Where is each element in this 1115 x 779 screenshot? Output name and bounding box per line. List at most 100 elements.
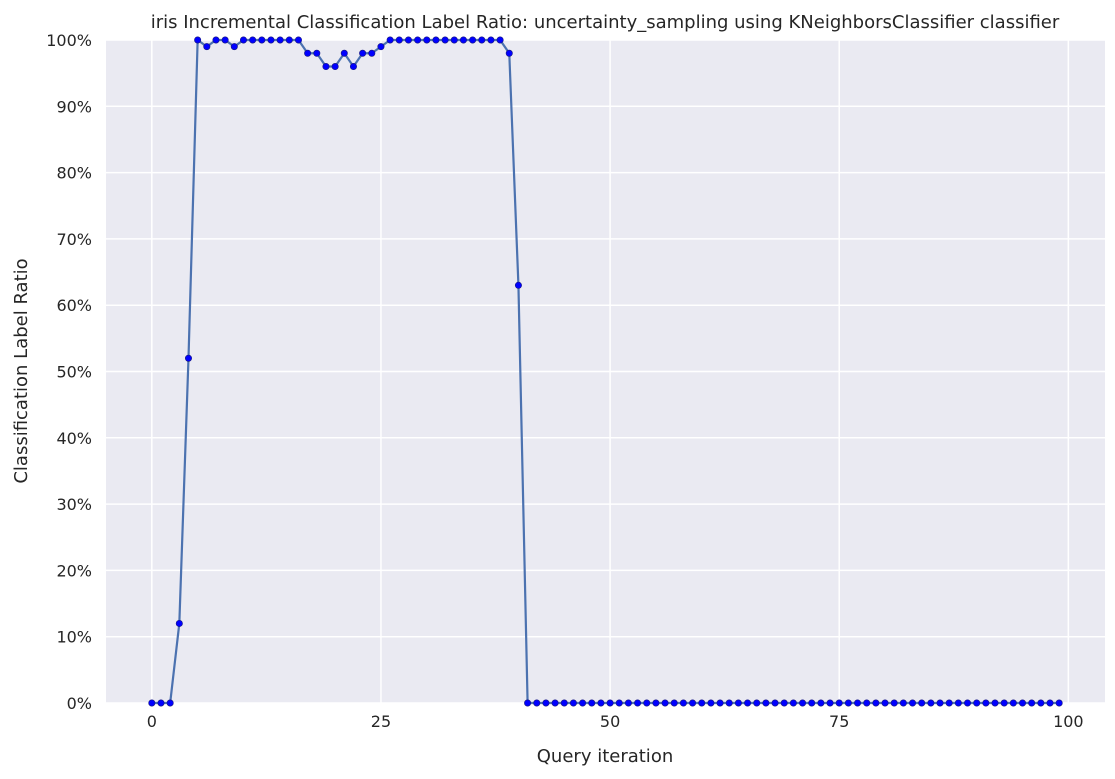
data-point xyxy=(221,36,229,44)
data-point xyxy=(322,63,330,71)
y-tick-label: 100% xyxy=(46,31,92,50)
x-tick-label: 75 xyxy=(829,712,849,731)
data-point xyxy=(276,36,284,44)
series-line xyxy=(151,38,1060,705)
data-point xyxy=(1055,699,1063,707)
x-tick-label: 25 xyxy=(371,712,391,731)
y-tick-label: 0% xyxy=(67,694,92,713)
data-point xyxy=(1000,699,1008,707)
data-point xyxy=(643,699,651,707)
data-point xyxy=(560,699,568,707)
data-point xyxy=(964,699,972,707)
data-point xyxy=(469,36,477,44)
data-point xyxy=(854,699,862,707)
data-point xyxy=(166,699,174,707)
data-point xyxy=(835,699,843,707)
data-point xyxy=(762,699,770,707)
data-point xyxy=(734,699,742,707)
data-point xyxy=(606,699,614,707)
data-point xyxy=(368,49,376,57)
data-point xyxy=(615,699,623,707)
data-point xyxy=(1019,699,1027,707)
data-point xyxy=(936,699,944,707)
y-axis-label: Classification Label Ratio xyxy=(11,258,32,483)
data-point xyxy=(249,36,257,44)
data-point xyxy=(899,699,907,707)
data-point xyxy=(524,699,532,707)
data-point xyxy=(203,43,211,51)
data-point xyxy=(395,36,403,44)
data-point xyxy=(771,699,779,707)
data-point xyxy=(716,699,724,707)
y-tick-label: 10% xyxy=(56,628,92,647)
data-point xyxy=(844,699,852,707)
y-tick-label: 90% xyxy=(56,97,92,116)
data-point xyxy=(459,36,467,44)
data-point xyxy=(918,699,926,707)
y-tick-label: 50% xyxy=(56,363,92,382)
y-tick-label: 30% xyxy=(56,495,92,514)
data-point xyxy=(817,699,825,707)
data-point xyxy=(753,699,761,707)
x-axis-label: Query iteration xyxy=(537,746,673,767)
data-point xyxy=(945,699,953,707)
data-point xyxy=(982,699,990,707)
data-point xyxy=(872,699,880,707)
data-point xyxy=(1037,699,1045,707)
data-point xyxy=(478,36,486,44)
data-point xyxy=(954,699,962,707)
data-point xyxy=(1046,699,1054,707)
y-tick-label: 60% xyxy=(56,296,92,315)
data-point xyxy=(359,49,367,57)
data-point xyxy=(148,699,156,707)
data-point xyxy=(707,699,715,707)
chart-title: iris Incremental Classification Label Ra… xyxy=(151,12,1060,33)
data-point xyxy=(267,36,275,44)
data-point xyxy=(799,699,807,707)
data-point xyxy=(349,63,357,71)
data-point xyxy=(808,699,816,707)
data-point xyxy=(496,36,504,44)
series-group xyxy=(148,36,1063,707)
data-point xyxy=(789,699,797,707)
data-point xyxy=(881,699,889,707)
data-point xyxy=(927,699,935,707)
data-point xyxy=(588,699,596,707)
data-point xyxy=(230,43,238,51)
data-point xyxy=(826,699,834,707)
data-point xyxy=(331,63,339,71)
y-tick-label: 20% xyxy=(56,561,92,580)
x-tick-label: 50 xyxy=(600,712,620,731)
data-point xyxy=(157,699,165,707)
data-point xyxy=(679,699,687,707)
data-point xyxy=(414,36,422,44)
data-point xyxy=(258,36,266,44)
grid xyxy=(106,39,1105,704)
data-point xyxy=(973,699,981,707)
data-point xyxy=(890,699,898,707)
data-point xyxy=(533,699,541,707)
x-tick-label: 100 xyxy=(1053,712,1084,731)
data-point xyxy=(304,49,312,57)
data-point xyxy=(1009,699,1017,707)
data-point xyxy=(386,36,394,44)
data-point xyxy=(624,699,632,707)
data-point xyxy=(569,699,577,707)
data-point xyxy=(1028,699,1036,707)
data-point xyxy=(863,699,871,707)
data-point xyxy=(579,699,587,707)
data-point xyxy=(450,36,458,44)
data-point xyxy=(184,354,192,362)
data-point xyxy=(441,36,449,44)
y-tick-label: 40% xyxy=(56,429,92,448)
data-point xyxy=(505,49,513,57)
data-point xyxy=(661,699,669,707)
y-tick-label: 70% xyxy=(56,230,92,249)
data-point xyxy=(194,36,202,44)
data-point xyxy=(285,36,293,44)
data-point xyxy=(175,619,183,627)
data-point xyxy=(340,49,348,57)
data-point xyxy=(377,43,385,51)
data-point xyxy=(313,49,321,57)
